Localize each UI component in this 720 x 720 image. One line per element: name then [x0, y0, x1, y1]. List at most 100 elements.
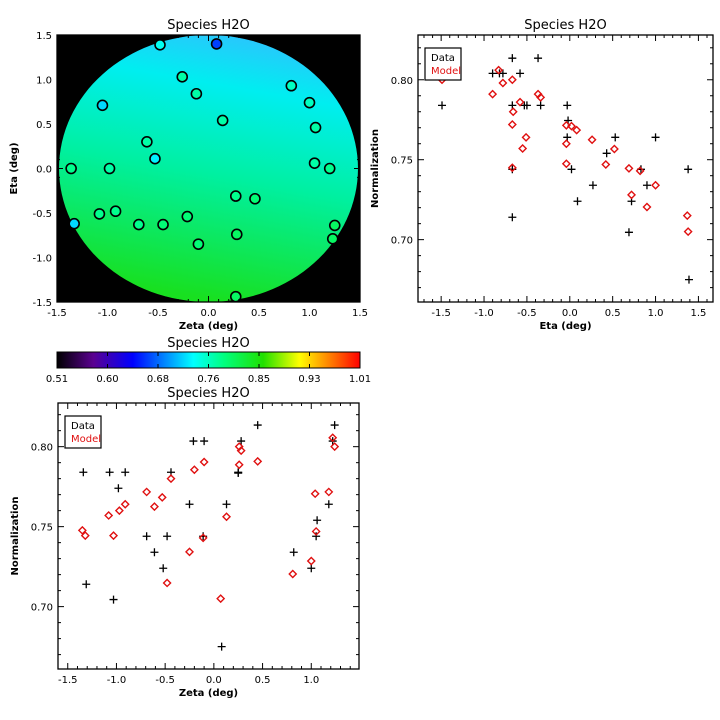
data-point — [222, 500, 231, 509]
map-point — [109, 205, 122, 218]
map-point — [309, 121, 322, 134]
model-point — [587, 135, 597, 145]
map-point — [326, 233, 339, 245]
data-point — [307, 564, 316, 573]
data-point — [488, 69, 497, 78]
data-point — [624, 228, 633, 237]
model-point — [488, 89, 498, 99]
data-point — [253, 421, 262, 430]
map-point — [65, 162, 77, 175]
y-tick-label: 0.70 — [31, 603, 53, 614]
model-point — [567, 121, 576, 131]
legend: Data Model — [64, 415, 102, 449]
x-tick-label: -0.5 — [517, 308, 537, 319]
model-point — [507, 163, 517, 173]
map-point — [230, 228, 243, 241]
model-point — [498, 78, 508, 88]
model-point — [234, 442, 244, 452]
model-point — [189, 465, 199, 475]
data-point — [163, 532, 172, 541]
y-tick-label: 0.80 — [31, 443, 53, 454]
model-point — [561, 120, 571, 130]
tick-marks — [418, 35, 713, 302]
map-point — [176, 71, 189, 83]
map-point — [303, 96, 316, 109]
model-point — [142, 487, 152, 497]
x-tick-label: 0.5 — [251, 308, 267, 319]
data-point — [563, 101, 572, 110]
model-point — [507, 75, 517, 85]
y-axis-label: Normalization — [370, 129, 381, 208]
model-point — [642, 202, 652, 212]
y-axis-label: Eta (deg) — [9, 142, 20, 194]
map-point — [216, 114, 229, 127]
map-point — [103, 162, 116, 175]
axes-frame — [417, 34, 714, 303]
y-tick-label: 0.75 — [31, 523, 53, 534]
legend-model: Model — [71, 434, 101, 445]
model-point — [114, 506, 124, 516]
y-axis-label: Normalization — [10, 497, 21, 576]
legend-data: Data — [71, 421, 95, 432]
model-point — [536, 92, 546, 102]
plot-panel-2: Data Model -1.5 -1.0 -0.5 0.0 0.5 1.0 1.5 0.70 0.7… — [370, 18, 714, 332]
data-point — [536, 101, 545, 110]
x-tick-label: 0.5 — [255, 675, 271, 686]
colorbar-tick-label: 0.76 — [197, 374, 219, 385]
y-tick-label: 0.0 — [36, 165, 52, 176]
data-point — [498, 69, 507, 78]
y-tick-label: 1.5 — [36, 31, 52, 42]
map-point — [141, 136, 153, 148]
model-point — [609, 144, 619, 154]
chart-title: Species H2O — [524, 18, 606, 33]
y-tick-label: -0.5 — [32, 209, 52, 220]
data-point — [684, 275, 693, 284]
field-of-view-map — [59, 35, 358, 302]
model-point — [109, 531, 119, 541]
model-point — [518, 144, 528, 154]
legend-box — [424, 47, 462, 81]
map-point — [68, 217, 80, 230]
map-point — [157, 218, 169, 231]
map-point — [149, 152, 161, 165]
model-point — [162, 578, 172, 588]
y-tick-label: 0.5 — [36, 120, 52, 131]
map-point — [229, 190, 242, 202]
data-point — [109, 595, 118, 604]
model-point — [77, 525, 87, 535]
data-point — [330, 421, 339, 430]
model-point — [601, 160, 611, 169]
model-point — [507, 120, 517, 130]
model-point — [306, 556, 316, 566]
data-point — [508, 54, 517, 63]
map-point — [308, 157, 321, 169]
data-point — [602, 149, 611, 158]
model-point — [198, 533, 208, 543]
data-point — [185, 500, 194, 509]
tick-marks — [56, 34, 361, 303]
model-point — [508, 107, 518, 117]
map-point — [93, 208, 106, 220]
colorbar-tick-label: 0.60 — [96, 374, 118, 385]
model-point — [572, 125, 582, 135]
y-tick-label: 0.75 — [391, 156, 413, 167]
y-tick-label: -1.5 — [32, 298, 52, 309]
data-point — [684, 165, 693, 174]
x-tick-label: 0.0 — [201, 308, 217, 319]
legend-data: Data — [431, 53, 455, 64]
x-tick-label: 1.5 — [352, 308, 368, 319]
axes-frame — [57, 402, 360, 670]
model-point — [288, 569, 298, 579]
map-point — [96, 99, 109, 112]
model-point — [561, 139, 571, 149]
map-point — [154, 38, 166, 51]
model-point — [222, 512, 232, 522]
map-point — [249, 192, 261, 205]
data-point — [289, 548, 298, 557]
colorbar: Species H2O 0.51 0.60 0.68 0.76 0.85 0.93 1.01 — [46, 336, 371, 385]
x-tick-label: 1.0 — [648, 308, 664, 319]
data-point — [234, 469, 243, 478]
model-point — [311, 526, 321, 536]
x-tick-label: -1.0 — [98, 308, 118, 319]
